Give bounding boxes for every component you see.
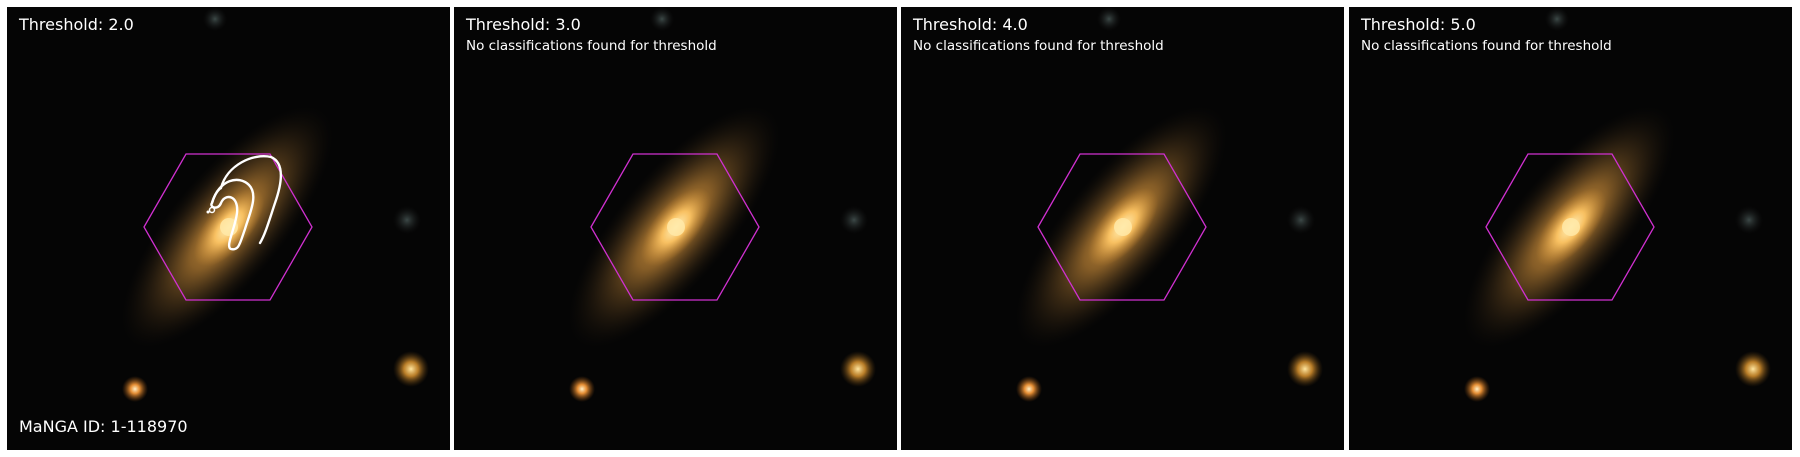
faint-star-icon [840,206,868,234]
galaxy-image [901,7,1344,450]
galaxy-image [1349,7,1792,450]
faint-star-icon [1545,7,1569,31]
panel-note: No classifications found for threshold [1361,38,1612,54]
panel-threshold-5: Threshold: 5.0 No classifications found … [1349,7,1792,450]
faint-star-icon [1097,7,1121,31]
classification-contour [210,178,255,251]
panel-note: No classifications found for threshold [466,38,717,54]
star-icon [840,351,876,387]
contour-speck [206,210,210,214]
galaxy-nucleus [667,218,685,236]
panel-title: Threshold: 3.0 [466,15,581,34]
panel-title: Threshold: 2.0 [19,15,134,34]
ifu-hexagon [1037,153,1207,301]
galaxy-nucleus [1562,218,1580,236]
faint-star-icon [1287,206,1315,234]
faint-star-icon [203,7,227,31]
galaxy-nucleus [1114,218,1132,236]
star-icon [1287,351,1323,387]
panel-threshold-3: Threshold: 3.0 No classifications found … [454,7,897,450]
panel-threshold-2: Threshold: 2.0 MaNGA ID: 1-118970 [7,7,450,450]
manga-id-label: MaNGA ID: 1-118970 [19,417,188,436]
classification-contour [219,155,283,245]
star-icon [1464,376,1490,402]
ifu-hexagon [1485,153,1655,301]
star-icon [1735,351,1771,387]
faint-star-icon [1735,206,1763,234]
star-icon [393,351,429,387]
faint-star-icon [393,206,421,234]
contour-speck [208,206,216,214]
galaxy-image [454,7,897,450]
panel-title: Threshold: 5.0 [1361,15,1476,34]
ifu-hexagon [590,153,760,301]
panel-note: No classifications found for threshold [913,38,1164,54]
ifu-hexagon [143,153,313,301]
panel-threshold-4: Threshold: 4.0 No classifications found … [901,7,1344,450]
galaxy-image [7,7,450,450]
classification-contour [210,186,222,204]
star-icon [1016,376,1042,402]
star-icon [569,376,595,402]
panel-title: Threshold: 4.0 [913,15,1028,34]
star-icon [122,376,148,402]
faint-star-icon [650,7,674,31]
